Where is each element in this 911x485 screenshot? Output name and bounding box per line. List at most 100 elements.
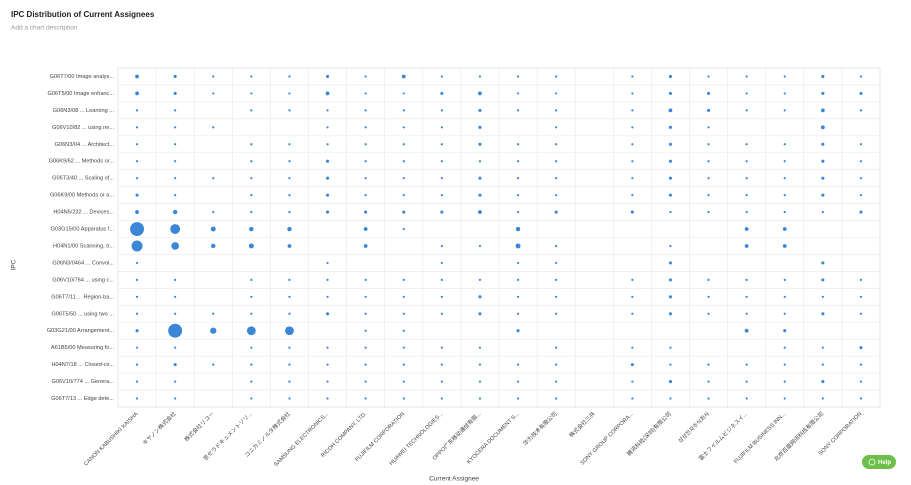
bubble [326, 109, 328, 111]
bubble [783, 329, 786, 332]
bubble [365, 279, 367, 281]
bubble [517, 211, 519, 213]
x-tick-label: 株式会社三共 [567, 410, 597, 440]
bubble [669, 75, 672, 78]
bubble [441, 109, 443, 111]
bubble [669, 126, 672, 129]
bubble [441, 177, 443, 179]
y-tick-label: G06T7/11 ... Region-ba... [51, 294, 114, 300]
bubble [174, 194, 176, 196]
bubble [441, 262, 443, 264]
bubble [669, 108, 673, 112]
bubble [784, 279, 786, 281]
bubble [746, 109, 748, 111]
bubble [403, 380, 405, 382]
bubble [860, 313, 862, 315]
bubble [859, 92, 862, 95]
bubble [631, 109, 633, 111]
bubble [822, 364, 824, 366]
bubble [517, 364, 519, 366]
bubble [517, 380, 519, 382]
bubble [288, 75, 290, 77]
bubble [403, 364, 405, 366]
bubble [403, 313, 405, 315]
bubble [136, 364, 138, 366]
bubble [288, 397, 290, 399]
x-tick-label: SONY CORPORATION [818, 411, 864, 457]
bubble [707, 279, 709, 281]
bubble [517, 279, 519, 281]
bubble [746, 296, 748, 298]
y-tick-label: G06T7/00 Image analys... [50, 74, 115, 80]
bubble [478, 194, 481, 197]
bubble [746, 279, 748, 281]
bubble [479, 245, 481, 247]
bubble [365, 109, 367, 111]
bubble [136, 347, 138, 349]
bubble [669, 380, 672, 383]
y-tick-label: G06T3/40 ... Scaling of... [52, 176, 114, 182]
bubble [326, 211, 329, 214]
y-tick-label: G03G15/00 Apparatus f... [51, 227, 115, 233]
bubble [822, 397, 824, 399]
bubble [288, 109, 290, 111]
bubble [860, 143, 862, 145]
bubble [517, 313, 519, 315]
bubble [555, 92, 557, 94]
bubble [669, 397, 671, 399]
bubble [821, 92, 824, 95]
y-tick-label: G06V10/774 ... Genera... [51, 379, 114, 385]
bubble [669, 177, 672, 180]
x-tick-label: 삼성전자주식회사 [676, 410, 711, 445]
bubble [821, 312, 824, 315]
bubble [288, 194, 290, 196]
bubble [136, 109, 138, 111]
bubble [555, 143, 557, 145]
y-tick-label: H04N1/00 Scanning, tr... [53, 243, 114, 249]
bubble [136, 380, 138, 382]
bubble [822, 296, 824, 298]
bubble [555, 380, 557, 382]
bubble [365, 92, 367, 94]
y-tick-label: G06T7/13 ... Edge dete... [51, 396, 114, 402]
help-button[interactable]: Help [862, 455, 896, 469]
bubble [746, 160, 748, 162]
bubble [707, 160, 709, 162]
bubble [212, 313, 214, 315]
bubble [631, 194, 633, 196]
x-tick-label: 华为技术有限公司 [521, 410, 558, 447]
bubble [860, 109, 862, 111]
bubble [631, 347, 633, 349]
bubble [326, 262, 328, 264]
bubble [631, 92, 633, 94]
bubble [478, 312, 481, 315]
bubble [517, 143, 519, 145]
bubble [441, 245, 443, 247]
bubble [479, 160, 481, 162]
bubble [136, 262, 138, 264]
bubble [326, 397, 328, 399]
bubble [479, 75, 481, 77]
bubble [364, 227, 368, 231]
bubble [403, 397, 405, 399]
bubble [669, 312, 672, 315]
bubble [821, 194, 824, 197]
bubble [365, 313, 367, 315]
bubble [288, 364, 290, 366]
bubble [170, 224, 180, 234]
bubble [669, 295, 672, 298]
help-label[interactable]: Help [878, 460, 891, 466]
bubble [402, 75, 406, 79]
bubble [631, 160, 633, 162]
bubble [168, 324, 182, 338]
bubble [136, 397, 138, 399]
bubble [403, 330, 405, 332]
bubble [631, 177, 633, 179]
bubble [517, 160, 519, 162]
bubble [326, 143, 328, 145]
bubble [669, 245, 671, 247]
bubble [555, 296, 557, 298]
bubble [631, 143, 633, 145]
bubble [784, 92, 786, 94]
bubble [631, 363, 634, 366]
